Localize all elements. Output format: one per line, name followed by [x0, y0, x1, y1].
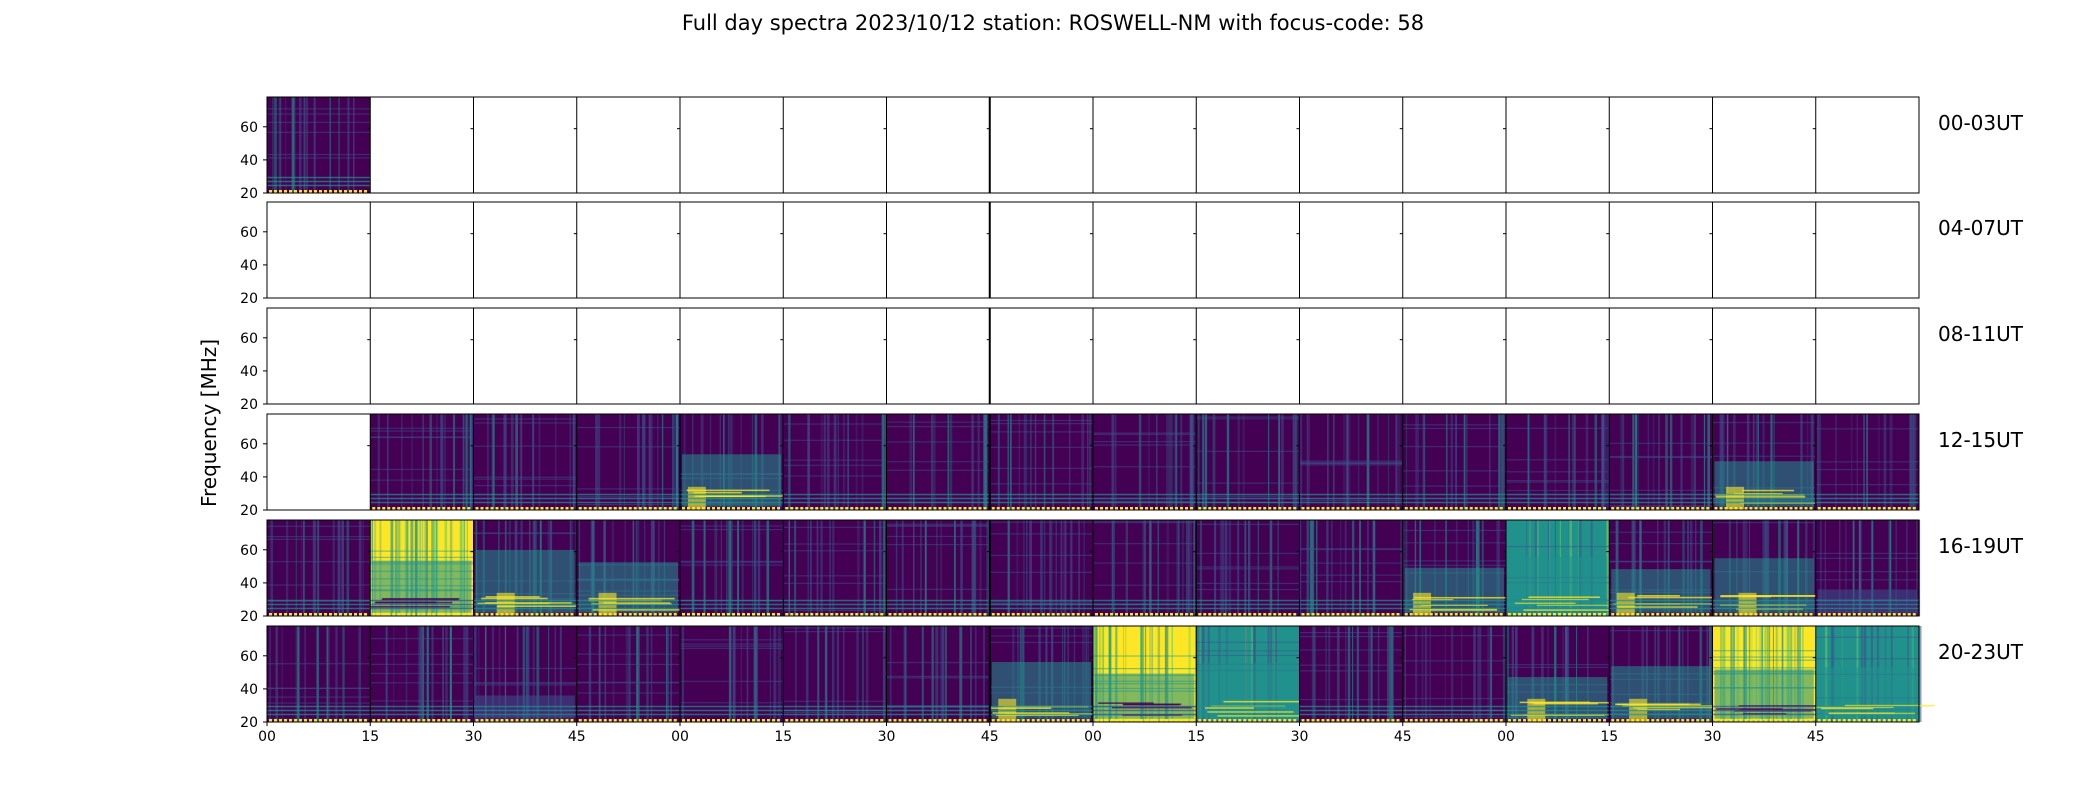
spectrum-cell-fill: [473, 520, 589, 617]
spectrum-cell-fill: [1402, 414, 1506, 511]
spectrum-cell-fill: [989, 414, 1093, 511]
spectrum-cell-fill: [576, 520, 684, 617]
spectrum-cell-fill: [1506, 520, 1635, 617]
row-frame: [266, 519, 1920, 617]
y-tick-label: 40: [240, 576, 258, 592]
y-tick-label: 20: [240, 291, 258, 307]
spectrum-cell-fill: [886, 520, 991, 617]
x-tick-label: 00: [1084, 729, 1102, 745]
spectrum-cell-fill: [1196, 520, 1300, 617]
spectrum-cell-fill: [1402, 520, 1518, 617]
spectrum-cell-fill: [989, 520, 1093, 617]
x-tick-label: 00: [258, 729, 276, 745]
chart-title: Full day spectra 2023/10/12 station: ROS…: [682, 11, 1424, 35]
x-tick-label: 30: [1704, 729, 1722, 745]
spectrum-cell-fill: [1609, 626, 1722, 723]
y-tick-label: 20: [240, 715, 258, 731]
row-frame: [266, 413, 1920, 511]
spectrum-cell-fill: [267, 97, 371, 194]
spectrum-cell-fill: [370, 626, 474, 723]
spectrum-cell-fill: [1196, 626, 1324, 723]
spectrum-cell-fill: [783, 626, 887, 723]
x-tick-label: 30: [1291, 729, 1309, 745]
x-tick-label: 30: [465, 729, 483, 745]
spectrum-cell-fill: [1196, 414, 1300, 511]
y-axis-label: Frequency [MHz]: [197, 339, 221, 507]
spectra-panels: 20 40 60 00-03UT 20 40 60 04-07UT 20 40 60 08-11UT 2…: [240, 96, 2024, 745]
spectrum-cell-fill: [1815, 520, 1921, 617]
x-tick-label: 30: [878, 729, 896, 745]
spectrum-cell-fill: [1609, 520, 1721, 617]
x-tick-label: 00: [1497, 729, 1515, 745]
y-tick-label: 40: [240, 470, 258, 486]
row-time-label: 12-15UT: [1938, 428, 2024, 452]
x-tick-label: 15: [361, 729, 379, 745]
x-tick-label: 00: [671, 729, 689, 745]
spectrum-cell-fill: [680, 626, 784, 723]
spectrum-cell-fill: [886, 626, 990, 723]
spectrum-cell-fill: [267, 626, 371, 723]
spectrum-cell-fill: [680, 414, 791, 511]
spectrum-cell-fill: [886, 414, 992, 511]
x-tick-label: 15: [1187, 729, 1205, 745]
spectrum-cell-fill: [1093, 626, 1198, 723]
spectrum-cell-fill: [473, 626, 577, 723]
y-tick-label: 60: [240, 120, 258, 136]
y-tick-label: 60: [240, 331, 258, 347]
spectrum-cell-fill: [1299, 520, 1403, 617]
y-tick-label: 40: [240, 682, 258, 698]
row-frame: [266, 201, 1920, 299]
spectrum-cell-fill: [1093, 520, 1197, 617]
spectrum-cell-fill: [680, 520, 786, 617]
spectrum-cell-fill: [1815, 414, 1919, 511]
x-tick-label: 45: [981, 729, 999, 745]
spectrum-cell-fill: [1402, 626, 1506, 723]
y-tick-label: 60: [240, 649, 258, 665]
spectrum-cell-fill: [1506, 414, 1610, 511]
spectrum-cell-fill: [1815, 626, 1935, 723]
spectrum-cell-fill: [576, 414, 680, 511]
spectrum-cell-fill: [473, 414, 577, 511]
spectrum-cell-fill: [1093, 414, 1197, 511]
y-tick-label: 40: [240, 153, 258, 169]
spectrum-cell-fill: [1299, 626, 1403, 723]
row-frame: [266, 96, 1920, 194]
spectrum-cell-fill: [267, 520, 371, 617]
spectrum-cell-fill: [1712, 626, 1837, 723]
spectrum-cell-fill: [576, 626, 680, 723]
row-time-label: 16-19UT: [1938, 534, 2024, 558]
spectrum-cell-fill: [783, 414, 888, 511]
y-tick-label: 60: [240, 437, 258, 453]
x-tick-label: 45: [568, 729, 586, 745]
spectrum-cell-fill: [1609, 414, 1713, 511]
y-tick-label: 60: [240, 543, 258, 559]
spectrum-cell-fill: [1299, 414, 1403, 511]
y-tick-label: 20: [240, 503, 258, 519]
row-time-label: 08-11UT: [1938, 322, 2024, 346]
spectrum-cell-fill: [370, 414, 474, 511]
y-tick-label: 20: [240, 397, 258, 413]
spectrum-cell-fill: [989, 626, 1104, 723]
x-tick-label: 45: [1394, 729, 1412, 745]
x-tick-label: 45: [1807, 729, 1825, 745]
x-tick-label: 15: [774, 729, 792, 745]
spectrum-cell-fill: [370, 520, 474, 617]
spectrum-cell-fill: [783, 520, 887, 617]
row-frame: [266, 307, 1920, 405]
row-time-label: 20-23UT: [1938, 640, 2024, 664]
y-tick-label: 40: [240, 258, 258, 274]
y-tick-label: 40: [240, 364, 258, 380]
y-tick-label: 20: [240, 186, 258, 202]
row-time-label: 00-03UT: [1938, 111, 2024, 135]
y-tick-label: 20: [240, 609, 258, 625]
spectrum-cell-fill: [1712, 520, 1825, 617]
y-tick-label: 60: [240, 225, 258, 241]
x-tick-label: 15: [1600, 729, 1618, 745]
spectrum-cell-fill: [1712, 414, 1824, 511]
spectrum-cell-fill: [1506, 626, 1630, 723]
row-time-label: 04-07UT: [1938, 216, 2024, 240]
